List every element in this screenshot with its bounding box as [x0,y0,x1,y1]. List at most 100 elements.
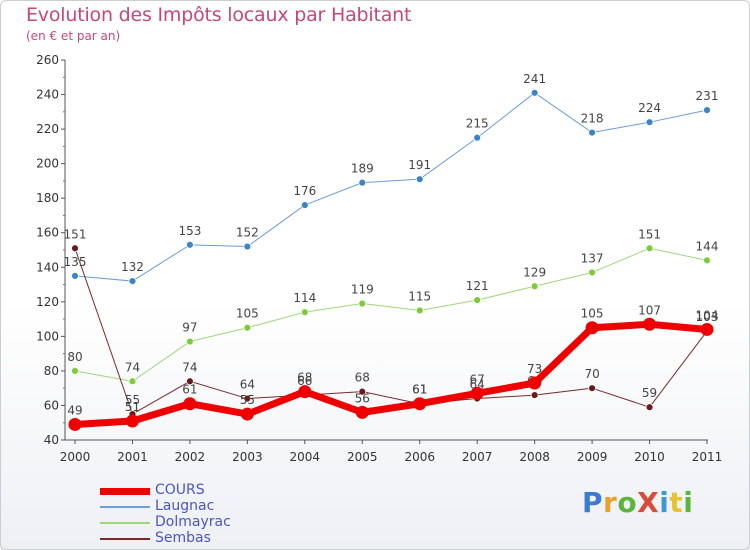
data-label-laugnac: 218 [581,112,604,126]
data-label-laugnac: 132 [121,260,144,274]
data-point-laugnac [300,201,309,209]
data-point-sembas [645,403,654,412]
data-point-dolmayrac [645,244,654,253]
data-label-dolmayrac: 129 [523,265,546,279]
data-label-dolmayrac: 121 [466,279,489,293]
data-label-dolmayrac: 151 [638,227,661,241]
proxiti-logo: ProXiti [582,486,693,519]
data-point-dolmayrac [71,367,79,375]
data-label-laugnac: 215 [466,117,489,131]
data-label-sembas: 64 [470,378,485,392]
data-label-laugnac: 224 [638,101,661,115]
y-tick-label: 120 [36,295,59,309]
data-point-dolmayrac [186,337,194,346]
data-label-laugnac: 135 [64,255,87,269]
data-point-cours [298,385,312,399]
data-label-cours: 107 [638,303,661,317]
data-label-cours: 56 [355,391,370,405]
data-point-dolmayrac [243,323,252,332]
data-point-cours [125,414,139,428]
series-line-dolmayrac [74,247,708,382]
data-point-laugnac [588,128,596,137]
logo-letter: i [659,486,670,519]
logo-letter: P [582,486,604,519]
data-label-dolmayrac: 74 [125,360,140,374]
data-label-dolmayrac: 144 [696,239,719,253]
legend-swatch [100,522,150,524]
data-label-cours: 67 [470,372,485,386]
data-point-cours [700,322,714,336]
data-label-dolmayrac: 115 [408,289,431,303]
data-label-cours: 105 [581,307,604,321]
x-tick-label: 2005 [347,450,378,464]
data-point-sembas [530,391,539,399]
x-tick-label: 2011 [692,450,723,464]
data-point-sembas [243,394,252,403]
data-label-dolmayrac: 80 [67,350,82,364]
data-label-cours: 104 [696,308,719,322]
series-line-cours [71,320,711,428]
data-point-cours [585,321,599,335]
data-label-dolmayrac: 114 [293,291,316,305]
y-tick-label: 60 [44,398,59,412]
legend-label: Dolmayrac [155,514,231,530]
y-tick-label: 180 [36,191,59,205]
data-point-laugnac [71,272,79,280]
data-point-cours [643,317,657,331]
data-label-cours: 73 [527,362,542,376]
data-point-cours [470,386,484,400]
data-label-laugnac: 241 [523,72,546,86]
chart-title: Evolution des Impôts locaux par Habitant [26,4,412,26]
y-tick-label: 220 [36,122,59,136]
data-label-sembas: 103 [696,310,719,324]
series-line-laugnac [74,92,708,282]
data-point-dolmayrac [300,308,309,317]
y-tick-label: 240 [36,88,59,102]
legend-label: Sembas [155,530,211,546]
data-point-cours [413,397,427,411]
data-label-laugnac: 231 [696,89,719,103]
series-line-sembas [74,247,708,415]
data-point-sembas [71,244,79,253]
data-point-laugnac [703,106,711,114]
data-label-sembas: 151 [64,227,87,241]
chart-subtitle: (en € et par an) [26,29,121,43]
logo-letter: o [617,486,638,519]
data-point-dolmayrac [415,306,424,315]
data-point-laugnac [645,118,654,127]
data-point-cours [183,397,197,411]
legend-swatch [100,506,150,508]
x-tick-label: 2002 [175,450,206,464]
data-label-cours: 49 [67,403,82,417]
data-point-dolmayrac [530,282,539,291]
data-label-laugnac: 191 [408,158,431,172]
data-label-sembas: 64 [240,378,255,392]
data-point-sembas [358,387,367,396]
logo-letter: X [637,486,660,519]
data-point-laugnac [186,240,194,249]
data-label-cours: 61 [412,383,427,397]
y-tick-label: 40 [44,433,59,447]
data-point-laugnac [128,277,137,285]
y-tick-label: 80 [44,364,59,378]
data-label-laugnac: 153 [178,224,201,238]
data-point-sembas [588,384,596,393]
data-point-cours [240,407,254,421]
line-chart: 40 60 80 100 120 140 160 180 200 220 240 260 2000 200… [36,53,723,464]
legend-label: Laugnac [155,498,215,514]
data-label-sembas: 70 [584,367,599,381]
x-tick-label: 2001 [117,450,148,464]
data-label-cours: 61 [182,383,197,397]
data-label-sembas: 55 [125,393,140,407]
data-label-laugnac: 176 [293,184,316,198]
data-label-laugnac: 189 [351,162,374,176]
data-point-dolmayrac [128,377,137,386]
x-tick-label: 2008 [519,450,550,464]
data-point-dolmayrac [588,268,596,277]
data-point-sembas [186,377,194,386]
data-label-sembas: 66 [297,374,312,388]
data-point-dolmayrac [473,296,482,304]
data-point-cours [528,376,542,390]
logo-letter: r [603,486,618,519]
data-label-sembas: 74 [182,360,197,374]
